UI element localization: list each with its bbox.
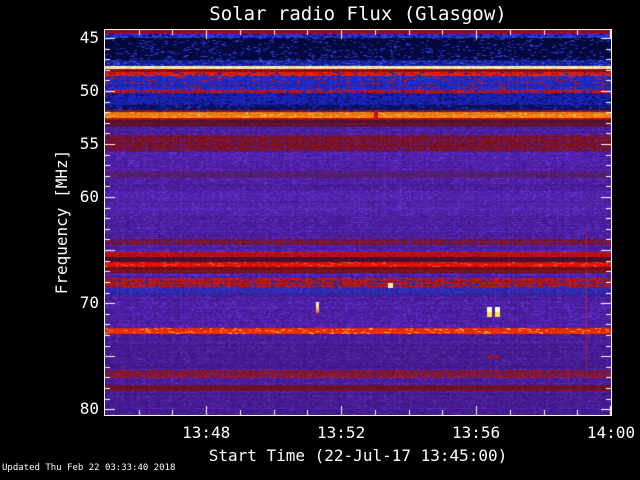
x-axis-title: Start Time (22-Jul-17 13:45:00) (208, 446, 508, 465)
spectrogram-canvas (105, 30, 611, 415)
x-tick-label: 13:48 (182, 423, 231, 442)
x-tick-label: 14:00 (586, 423, 636, 442)
y-tick-label: 50 (79, 80, 99, 100)
y-axis-title: Frequency [MHz] (52, 149, 71, 295)
page-title: Solar radio Flux (Glasgow) (209, 3, 507, 25)
plot-frame (104, 29, 612, 416)
x-tick-label: 13:56 (451, 423, 501, 442)
y-tick-label: 45 (79, 27, 99, 47)
y-tick-label: 55 (79, 134, 99, 153)
y-tick-label: 80 (79, 399, 99, 419)
y-tick-label: 70 (79, 293, 99, 313)
y-tick-label: 60 (79, 187, 99, 207)
footer-updated-text: Updated Thu Feb 22 03:33:40 2018 (2, 463, 176, 473)
x-tick-label: 13:52 (317, 423, 366, 442)
